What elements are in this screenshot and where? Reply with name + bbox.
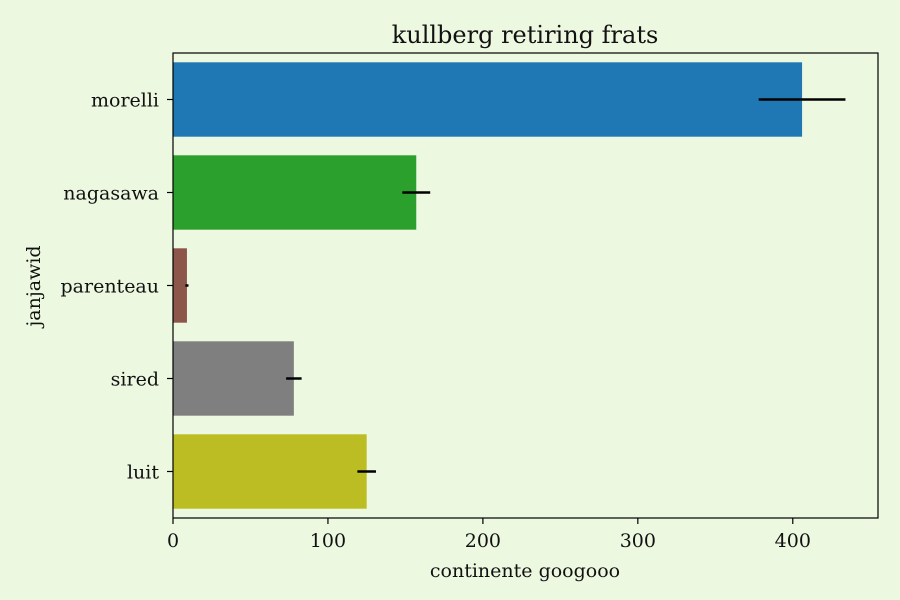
y-tick-label-morelli: morelli — [91, 90, 159, 112]
bar-sired — [173, 341, 294, 416]
y-tick-label-parenteau: parenteau — [61, 276, 160, 298]
x-tick-label-400: 400 — [775, 530, 811, 552]
bar-nagasawa — [173, 155, 417, 230]
x-tick-label-300: 300 — [620, 530, 656, 552]
y-tick-label-sired: sired — [111, 369, 159, 391]
y-axis-label: janjawid — [23, 245, 45, 328]
x-axis-label: continente googooo — [430, 560, 620, 582]
y-tick-label-nagasawa: nagasawa — [63, 183, 159, 205]
chart-title: kullberg retiring frats — [392, 21, 659, 49]
bar-morelli — [173, 62, 803, 137]
plot-area: morelli nagasawa parenteau sired luit 0 100 200… — [61, 52, 879, 552]
x-tick-label-0: 0 — [167, 530, 179, 552]
x-tick-label-200: 200 — [465, 530, 501, 552]
y-tick-label-luit: luit — [127, 462, 159, 484]
bar-luit — [173, 434, 367, 509]
x-tick-label-100: 100 — [310, 530, 346, 552]
plot-frame — [172, 52, 879, 519]
bar-parenteau — [173, 248, 187, 323]
